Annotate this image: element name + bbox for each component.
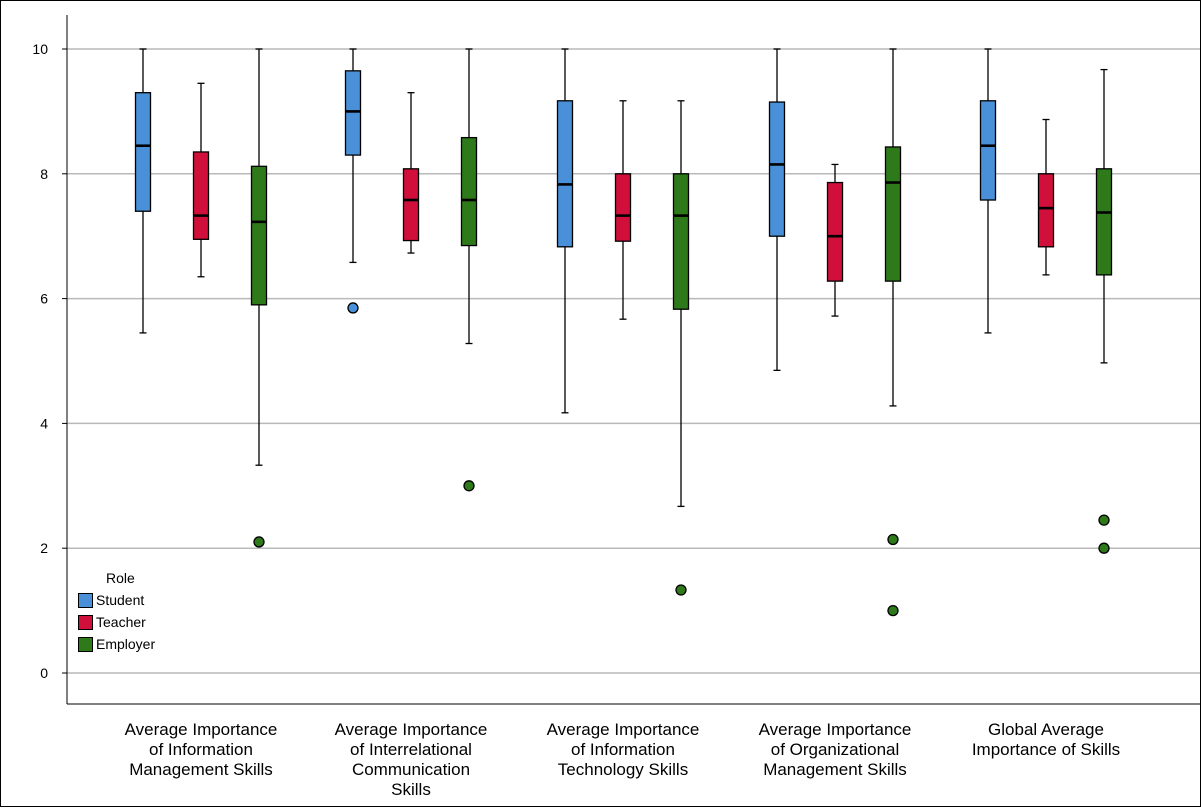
y-tick-label: 0 <box>40 665 48 681</box>
box-employer <box>250 48 268 548</box>
iqr-box <box>402 168 420 242</box>
iqr-box <box>884 146 902 282</box>
box-teacher <box>1037 118 1055 276</box>
x-category-label-line: Technology Skills <box>558 760 688 779</box>
box-student <box>344 48 362 314</box>
x-category-label: Average Importance of Information Technolo… <box>547 720 700 779</box>
legend-label-teacher: Teacher <box>96 614 146 630</box>
x-category-label-line: Communication <box>352 760 470 779</box>
x-category-label: Average Importance of Organizational Manag… <box>759 720 912 779</box>
iqr-box <box>672 173 690 310</box>
legend-swatch-student <box>78 592 93 608</box>
iqr-box <box>979 100 997 201</box>
legend-item-employer: Employer <box>78 633 155 655</box>
outlier-point <box>887 533 899 546</box>
x-category-label: Global Average Importance of Skills <box>972 720 1120 759</box>
box-teacher <box>614 100 632 320</box>
box-teacher <box>402 92 420 254</box>
legend-item-student: Student <box>78 589 155 611</box>
y-tick-label: 4 <box>40 415 48 431</box>
legend-swatch-teacher <box>78 614 93 630</box>
x-category-label-line: Average Importance <box>547 720 700 739</box>
iqr-box <box>344 70 362 156</box>
y-tick-label: 2 <box>40 540 48 556</box>
x-axis: Average Importance of Information Manageme… <box>67 703 1200 799</box>
iqr-box <box>1037 173 1055 248</box>
x-category-label-line: Global Average <box>988 720 1104 739</box>
box-teacher <box>192 82 210 278</box>
x-category-label-line: of Information <box>149 740 253 759</box>
box-student <box>134 48 152 334</box>
box-teacher <box>826 163 844 317</box>
y-tick-label: 8 <box>40 166 48 182</box>
x-category-label-line: Average Importance <box>759 720 912 739</box>
box-employer <box>460 48 478 492</box>
x-category-label: Average Importance of Interrelational Comm… <box>335 720 488 799</box>
iqr-box <box>768 101 786 237</box>
legend-item-teacher: Teacher <box>78 611 155 633</box>
y-tick-label: 10 <box>32 41 48 57</box>
outlier-point <box>253 536 265 548</box>
iqr-box <box>1095 168 1113 276</box>
x-category-label-line: Management Skills <box>129 760 273 779</box>
outlier-point <box>347 302 359 314</box>
iqr-box <box>192 151 210 240</box>
iqr-box <box>134 92 152 212</box>
box-employer <box>1095 68 1113 554</box>
legend-swatch-employer <box>78 636 93 652</box>
gridlines <box>67 48 1200 674</box>
box-employer <box>884 48 902 617</box>
box-student <box>768 48 786 372</box>
x-category-label: Average Importance of Information Manageme… <box>125 720 278 779</box>
outlier-point <box>675 584 687 596</box>
x-category-label-line: Importance of Skills <box>972 740 1120 759</box>
iqr-box <box>826 181 844 282</box>
x-category-label-line: Average Importance <box>125 720 278 739</box>
outlier-point <box>1098 542 1110 554</box>
legend: Role Student Teacher Employer <box>78 567 155 655</box>
y-tick-label: 6 <box>40 291 48 307</box>
outlier-point <box>887 604 899 617</box>
x-category-label-line: of Information <box>571 740 675 759</box>
box-series <box>134 48 1113 617</box>
iqr-box <box>460 136 478 247</box>
outlier-point <box>1098 514 1110 526</box>
legend-label-employer: Employer <box>96 636 156 652</box>
x-category-label-line: Average Importance <box>335 720 488 739</box>
legend-label-student: Student <box>96 592 145 608</box>
box-employer <box>672 100 690 596</box>
legend-title: Role <box>106 570 135 586</box>
iqr-box <box>556 100 574 248</box>
x-category-label-line: Skills <box>391 780 431 799</box>
box-student <box>979 48 997 334</box>
iqr-box <box>614 173 632 242</box>
x-category-label-line: of Organizational <box>771 740 900 759</box>
x-category-label-line: of Interrelational <box>350 740 472 759</box>
iqr-box <box>250 165 268 306</box>
outlier-point <box>463 480 475 492</box>
box-student <box>556 48 574 414</box>
x-category-label-line: Management Skills <box>763 760 907 779</box>
y-axis: 0 2 4 6 8 10 <box>32 15 68 704</box>
